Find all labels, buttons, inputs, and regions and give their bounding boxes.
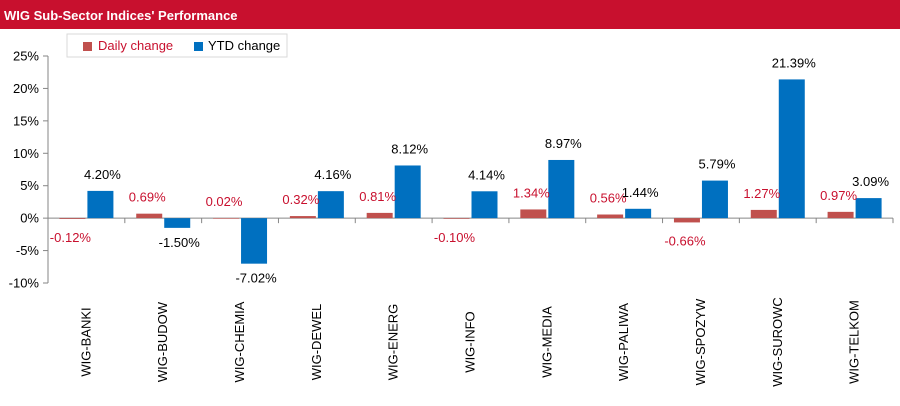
bar-daily-change: [520, 209, 547, 219]
data-label-daily: 0.56%: [590, 191, 627, 206]
x-category-label: WIG-SUROWC: [770, 297, 785, 387]
data-label-ytd: 21.39%: [772, 55, 817, 70]
bar-daily-change: [750, 209, 777, 219]
legend-label-daily: Daily change: [98, 38, 173, 53]
legend: Daily change YTD change: [66, 33, 288, 58]
data-label-ytd: -7.02%: [235, 271, 277, 286]
chart-title: WIG Sub-Sector Indices' Performance: [0, 0, 900, 29]
bar-ytd-change: [548, 159, 575, 219]
data-label-daily: -0.10%: [434, 230, 476, 245]
x-category-label: WIG-PALIWA: [616, 303, 631, 381]
bar-ytd-change: [625, 208, 652, 219]
bar-ytd-change: [87, 190, 114, 219]
bar-ytd-change: [241, 218, 268, 264]
data-label-ytd: 4.16%: [314, 167, 351, 182]
legend-label-ytd: YTD change: [208, 38, 280, 53]
data-label-daily: 0.02%: [206, 194, 243, 209]
y-tick-label: -5%: [16, 243, 40, 258]
data-label-daily: -0.12%: [50, 230, 92, 245]
bar-ytd-change: [778, 79, 805, 219]
data-label-ytd: 5.79%: [699, 157, 736, 172]
x-category-label: WIG-MEDIA: [539, 306, 554, 378]
bar-daily-change: [289, 216, 316, 219]
data-label-daily: 0.69%: [129, 190, 166, 205]
bar-ytd-change: [855, 198, 882, 219]
bar-ytd-change: [164, 218, 191, 228]
y-tick-label: 10%: [13, 146, 39, 161]
data-label-daily: 1.27%: [743, 186, 780, 201]
data-label-ytd: 1.44%: [622, 185, 659, 200]
bar-ytd-change: [471, 191, 498, 219]
data-label-daily: 0.81%: [359, 189, 396, 204]
bar-daily-change: [827, 211, 854, 219]
y-tick-label: 15%: [13, 113, 39, 128]
x-category-label: WIG-BUDOW: [155, 301, 170, 382]
data-label-daily: 1.34%: [513, 185, 550, 200]
bar-ytd-change: [394, 165, 421, 219]
bar-ytd-change: [701, 180, 728, 219]
x-category-label: WIG-ENERG: [386, 304, 401, 381]
y-tick-label: -10%: [9, 276, 40, 291]
y-tick-label: 25%: [13, 49, 39, 64]
bar-daily-change: [136, 213, 163, 219]
x-category-label: WIG-DEWEL: [309, 304, 324, 381]
x-category-label: WIG-CHEMIA: [232, 301, 247, 382]
data-label-ytd: 8.97%: [545, 136, 582, 151]
data-label-ytd: 4.14%: [468, 167, 505, 182]
data-label-daily: -0.66%: [664, 233, 706, 248]
x-category-label: WIG-INFO: [463, 311, 478, 372]
data-label-daily: 0.32%: [282, 192, 319, 207]
data-label-ytd: 8.12%: [391, 141, 428, 156]
legend-swatch-daily: [83, 42, 92, 51]
bar-daily-change: [59, 218, 86, 219]
data-label-daily: 0.97%: [820, 188, 857, 203]
data-label-ytd: 4.20%: [84, 167, 121, 182]
bar-daily-change: [443, 218, 470, 219]
legend-box: [66, 33, 288, 58]
y-tick-label: 5%: [20, 178, 39, 193]
x-category-label: WIG-BANKI: [78, 307, 93, 376]
legend-swatch-ytd: [194, 42, 203, 51]
data-label-ytd: 3.09%: [852, 174, 889, 189]
data-label-ytd: -1.50%: [159, 235, 201, 250]
bar-daily-change: [213, 218, 240, 219]
bar-daily-change: [673, 218, 700, 223]
bar-daily-change: [366, 212, 393, 219]
bar-daily-change: [597, 214, 624, 219]
bar-ytd-change: [317, 191, 344, 219]
x-category-label: WIG-TELKOM: [847, 300, 862, 384]
y-tick-label: 20%: [13, 81, 39, 96]
y-tick-label: 0%: [20, 211, 39, 226]
x-category-label: WIG-SPOZYW: [693, 298, 708, 385]
